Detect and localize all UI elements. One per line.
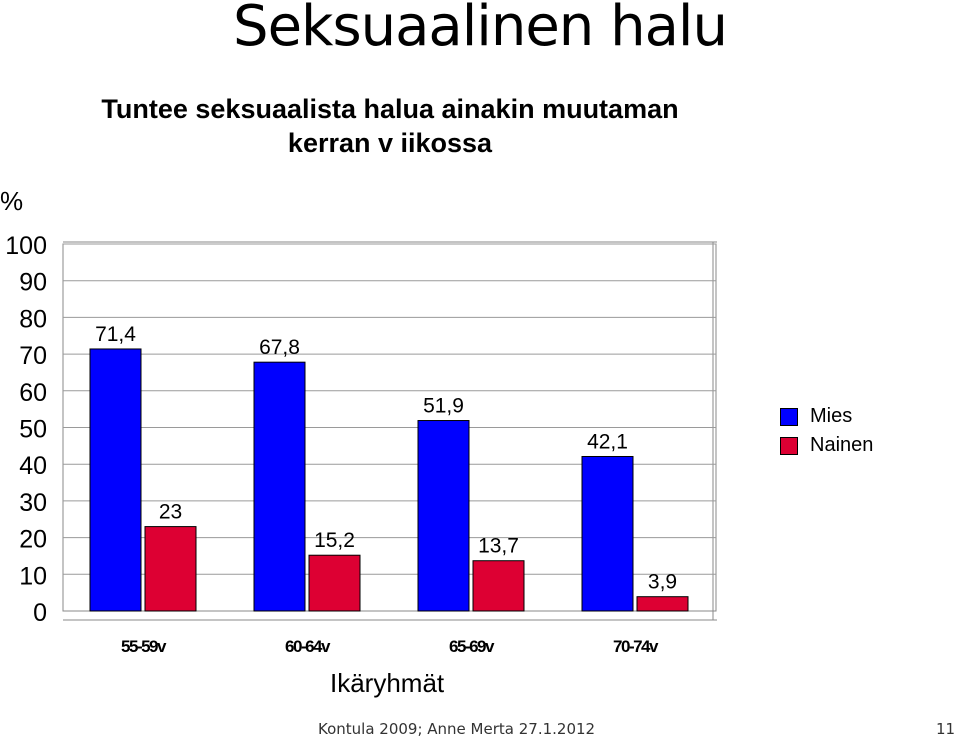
- page-number: 11: [936, 720, 956, 738]
- y-tick-label-0: 0: [33, 599, 47, 627]
- y-tick-label-20: 20: [19, 526, 47, 554]
- legend-label-mies: Mies: [810, 405, 853, 427]
- y-tick-label-80: 80: [19, 305, 47, 333]
- bar-nainen-70-74v: [636, 596, 689, 612]
- chart-title: Tuntee seksuaalista halua ainakin muutam…: [30, 92, 750, 160]
- x-axis-label: Ikäryhmät: [330, 668, 445, 698]
- legend-swatch-nainen: [780, 436, 798, 455]
- legend-item-mies: Mies: [780, 402, 873, 431]
- data-label-mies-65-69v: 51,9: [423, 395, 464, 418]
- slide-title: Seksuaalinen halu: [233, 0, 728, 59]
- footer-citation: Kontula 2009; Anne Merta 27.1.2012: [318, 720, 596, 738]
- y-tick-label-70: 70: [19, 342, 47, 370]
- chart-title-line-2: kerran v iikossa: [287, 128, 493, 158]
- bar-mies-65-69v: [417, 420, 470, 612]
- legend-label-nainen: Nainen: [810, 434, 874, 456]
- data-label-mies-60-64v: 67,8: [259, 336, 300, 359]
- y-tick-label-30: 30: [19, 489, 47, 517]
- x-tick-label-65-69v: 65-69v: [449, 637, 495, 656]
- data-label-nainen-60-64v: 15,2: [314, 529, 355, 552]
- y-tick-label-40: 40: [19, 452, 47, 480]
- y-tick-label-60: 60: [19, 379, 47, 407]
- bar-nainen-55-59v: [144, 526, 197, 612]
- y-tick-label-100: 100: [5, 232, 47, 260]
- chart-title-line-1: Tuntee seksuaalista halua ainakin muutam…: [101, 94, 679, 124]
- data-label-nainen-55-59v: 23: [159, 501, 182, 524]
- x-tick-label-55-59v: 55-59v: [121, 637, 167, 656]
- y-tick-label-90: 90: [19, 269, 47, 297]
- y-tick-label-10: 10: [19, 562, 47, 590]
- y-axis-unit: %: [0, 186, 24, 216]
- x-tick-label-60-64v: 60-64v: [285, 637, 331, 656]
- bar-mies-70-74v: [581, 455, 634, 612]
- x-tick-label-70-74v: 70-74v: [613, 637, 659, 656]
- legend-item-nainen: Nainen: [780, 431, 873, 460]
- data-label-mies-70-74v: 42,1: [587, 430, 628, 453]
- bar-mies-55-59v: [89, 348, 142, 612]
- data-label-nainen-65-69v: 13,7: [478, 535, 519, 558]
- bar-mies-60-64v: [253, 361, 306, 612]
- legend-swatch-mies: [780, 407, 798, 426]
- bar-nainen-60-64v: [308, 554, 361, 612]
- data-label-nainen-70-74v: 3,9: [648, 571, 677, 594]
- y-tick-label-50: 50: [19, 416, 47, 444]
- bar-nainen-65-69v: [472, 560, 525, 612]
- data-label-mies-55-59v: 71,4: [95, 323, 136, 346]
- legend: Mies Nainen: [780, 402, 873, 460]
